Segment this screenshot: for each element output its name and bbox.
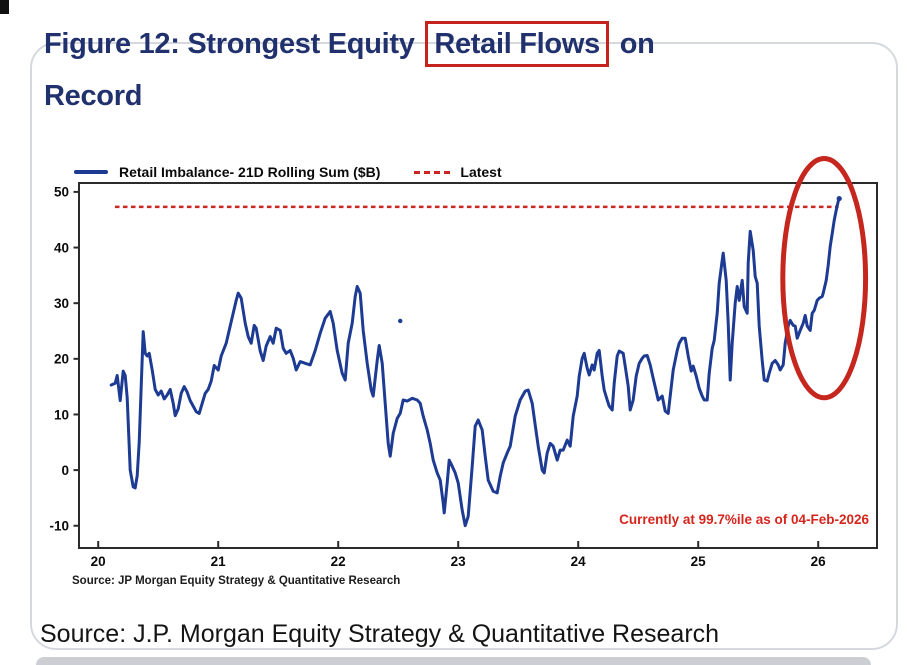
chart-legend: Retail Imbalance- 21D Rolling Sum ($B) L… <box>74 163 502 181</box>
svg-text:25: 25 <box>691 554 707 569</box>
svg-text:22: 22 <box>331 554 346 569</box>
svg-text:-10: -10 <box>49 519 69 534</box>
figure-title-line1: Figure 12: Strongest Equity Retail Flows… <box>44 18 874 70</box>
legend-line-swatch <box>74 170 108 174</box>
chart-annotation: Currently at 99.7%ile as of 04-Feb-2026 <box>619 512 869 527</box>
svg-text:21: 21 <box>211 554 227 569</box>
title-suffix: on <box>619 28 655 60</box>
highlight-ellipse <box>780 156 869 401</box>
stray-dot <box>398 318 403 324</box>
title-highlight-box: Retail Flows <box>425 21 609 67</box>
svg-text:10: 10 <box>54 407 69 422</box>
corner-mark <box>0 0 9 14</box>
legend-series-label: Retail Imbalance- 21D Rolling Sum ($B) <box>119 164 381 180</box>
source-caption: Source: J.P. Morgan Equity Strategy & Qu… <box>40 620 720 648</box>
plot-border <box>78 182 878 549</box>
svg-text:20: 20 <box>91 554 106 569</box>
figure-title: Figure 12: Strongest Equity Retail Flows… <box>44 18 874 122</box>
series-endpoint <box>836 195 842 202</box>
figure-title-line2: Record <box>44 80 143 112</box>
retail-imbalance-line <box>109 197 841 528</box>
svg-text:40: 40 <box>54 240 69 255</box>
svg-text:30: 30 <box>54 296 69 311</box>
svg-text:20: 20 <box>54 352 69 367</box>
svg-text:23: 23 <box>451 554 467 569</box>
title-prefix: Figure 12: Strongest Equity <box>44 28 415 60</box>
legend-dashed-swatch <box>414 170 451 174</box>
x-axis-ticks: 20 21 22 23 24 25 26 <box>91 541 827 569</box>
svg-text:26: 26 <box>811 554 827 569</box>
legend-latest-label: Latest <box>460 164 502 180</box>
next-card-edge <box>36 657 871 665</box>
chart-inner-source: Source: JP Morgan Equity Strategy & Quan… <box>72 575 400 587</box>
svg-text:24: 24 <box>571 554 587 569</box>
svg-text:0: 0 <box>61 463 69 478</box>
y-axis-ticks: 50 40 30 20 10 0 -10 <box>49 185 79 534</box>
svg-text:50: 50 <box>54 185 69 200</box>
